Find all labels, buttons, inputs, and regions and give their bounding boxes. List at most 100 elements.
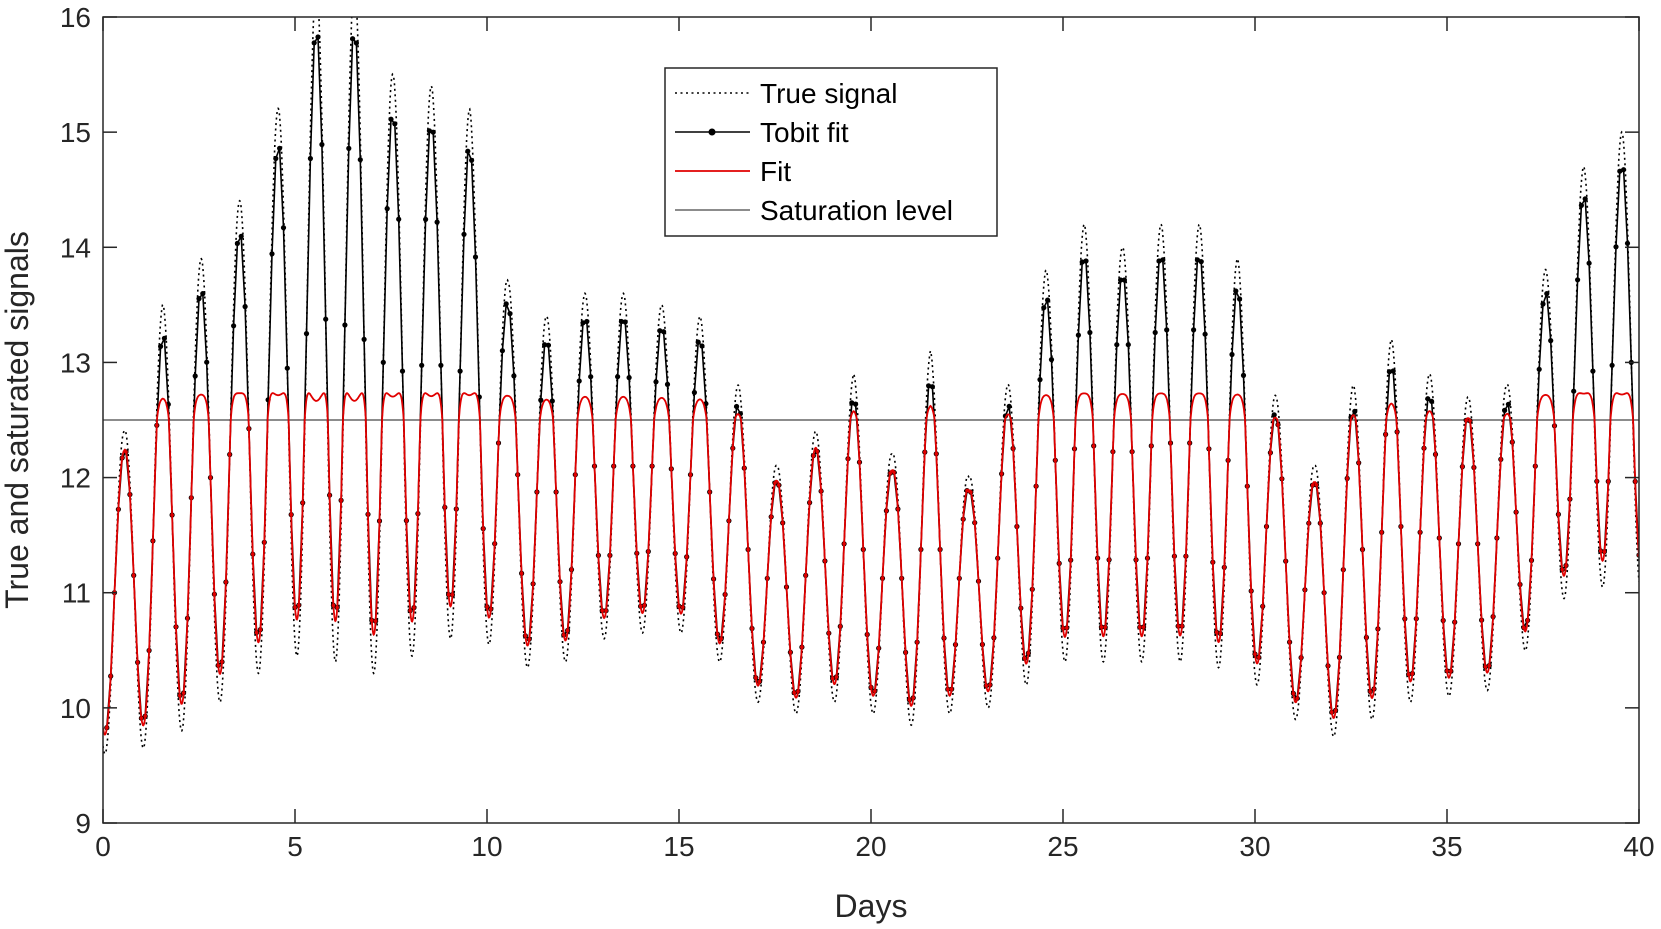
fit-point [373, 619, 378, 623]
fit-point [1406, 672, 1411, 677]
fit-point [1287, 640, 1292, 644]
fit-point [1095, 556, 1100, 560]
fit-point [1172, 554, 1177, 558]
fit-point [519, 571, 524, 576]
fit-point [404, 518, 409, 523]
fit-point [857, 460, 862, 465]
fit-point [569, 567, 574, 572]
fit-point [258, 627, 263, 632]
tobit-fit-point [1571, 388, 1577, 394]
fit-point [684, 555, 689, 559]
fit-point [1337, 655, 1342, 660]
fit-point [976, 579, 981, 583]
fit-point [454, 507, 459, 511]
fit-point [1464, 418, 1468, 423]
fit-point [754, 675, 758, 680]
tobit-fit-point [588, 374, 594, 380]
fit-point [965, 488, 969, 493]
fit-point [919, 547, 923, 552]
fit-point [1376, 627, 1380, 631]
fit-point [969, 490, 973, 494]
fit-point [673, 551, 677, 556]
fit-point [535, 490, 539, 494]
fit-point [492, 541, 497, 546]
fit-point [592, 464, 597, 468]
fit-point [899, 576, 904, 581]
fit-point [1422, 446, 1426, 451]
fit-point [1556, 512, 1561, 517]
legend-label-fit: Fit [760, 156, 791, 187]
tobit-fit-point [1233, 288, 1239, 294]
fit-point [1310, 483, 1315, 488]
tobit-fit-point [1621, 167, 1627, 173]
fit-point [635, 551, 639, 556]
tobit-fit-point [392, 121, 398, 127]
legend: True signal Tobit fit Fit Saturation lev… [664, 67, 998, 237]
fit-point [124, 450, 128, 454]
y-tick-label: 9 [75, 808, 91, 839]
fit-point [800, 645, 804, 649]
fit-point [869, 685, 873, 690]
tobit-fit-point [434, 219, 440, 225]
fit-point [788, 650, 793, 655]
fit-point [642, 603, 647, 608]
tobit-fit-point [361, 336, 367, 342]
fit-point [750, 626, 754, 631]
fit-point [139, 716, 144, 720]
fit-point [289, 512, 294, 517]
fit-point [765, 576, 770, 581]
fit-point [1138, 625, 1142, 629]
fit-point [155, 423, 159, 428]
fit-point [715, 632, 720, 636]
fit-point [1072, 447, 1077, 451]
tobit-fit-point [1586, 260, 1592, 266]
fit-point [953, 642, 958, 647]
fit-point [370, 618, 374, 623]
fit-point [923, 450, 927, 454]
fit-point [170, 513, 174, 517]
tobit-fit-point [695, 339, 701, 345]
tobit-fit-point [1229, 351, 1235, 358]
fit-point [562, 633, 566, 637]
fit-point [1149, 444, 1154, 448]
fit-point [1491, 614, 1495, 619]
fit-point [1525, 618, 1530, 623]
fit-point [143, 714, 147, 718]
fit-point [151, 539, 155, 543]
fit-point [1211, 560, 1215, 564]
tobit-fit-point [1505, 401, 1511, 407]
fit-point [135, 660, 140, 665]
fit-point [688, 472, 693, 477]
fit-point [1602, 549, 1607, 554]
fit-point [946, 687, 950, 691]
fit-point [251, 552, 255, 556]
tobit-fit-point [1240, 372, 1247, 378]
fit-point [224, 580, 228, 584]
tobit-fit-point [1191, 327, 1197, 333]
tobit-fit-point [1160, 257, 1166, 263]
tobit-fit-point [545, 342, 552, 348]
fit-point [1510, 440, 1515, 444]
tobit-fit-point [1590, 368, 1596, 374]
tobit-fit-point [319, 141, 325, 148]
fit-point [719, 637, 723, 641]
fit-point [1226, 458, 1230, 463]
tobit-fit-point [357, 157, 363, 163]
fit-point [1341, 567, 1346, 572]
fit-point [208, 475, 213, 480]
fit-point [707, 490, 712, 494]
fit-point [1483, 665, 1488, 669]
fit-point [1314, 483, 1319, 487]
fit-point [1468, 419, 1472, 423]
fit-point [1111, 449, 1115, 454]
fit-point [227, 452, 232, 457]
fit-point [377, 519, 382, 523]
legend-label-true-signal: True signal [760, 78, 897, 109]
fit-point [443, 505, 447, 510]
tobit-fit-point [1624, 240, 1631, 246]
fit-point [1499, 457, 1503, 462]
fit-point [1019, 606, 1023, 610]
tobit-fit-point [1202, 331, 1208, 337]
fit-point [1487, 663, 1491, 668]
tobit-fit-point [280, 225, 287, 231]
